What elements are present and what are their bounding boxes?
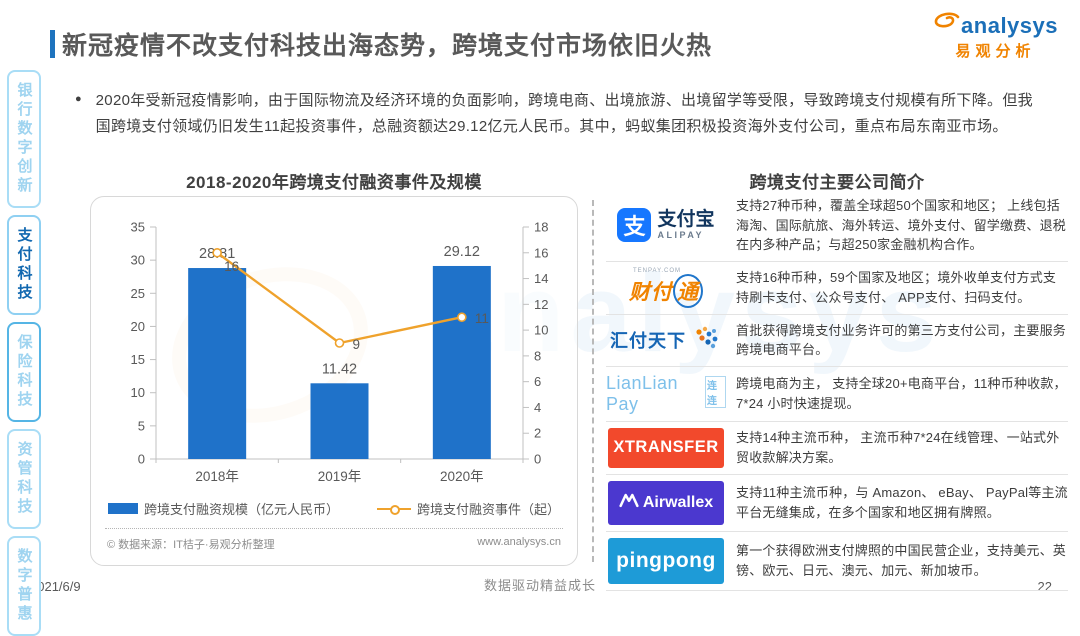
svg-text:11: 11 (474, 311, 488, 326)
alipay-logo: 支 支付宝 ALIPAY (606, 208, 726, 243)
lianlian-logo: LianLian Pay 连连 (606, 373, 726, 415)
chart-legend: 跨境支付融资规模（亿元人民币） 跨境支付融资事件（起） (91, 499, 577, 518)
column-divider (592, 200, 594, 562)
bar-swatch-icon (107, 503, 138, 514)
company-description: 第一个获得欧洲支付牌照的中国民营企业，支持美元、英镑、欧元、日元、澳元、加元、新… (736, 543, 1067, 578)
legend-item-bar: 跨境支付融资规模（亿元人民币） (107, 499, 339, 518)
sidebar-item-insurance[interactable]: 保险科技 (7, 322, 41, 422)
svg-text:2019年: 2019年 (317, 469, 361, 484)
svg-text:35: 35 (130, 220, 144, 235)
huifu-cn-text: 汇付天下 (610, 331, 686, 351)
funding-chart: 051015202530350246810121416182018年28.812… (130, 220, 548, 485)
huifu-pinwheel-icon (692, 324, 722, 357)
list-item: TENPAY.COM 财付通 支持16种币种，59个国家及地区；境外收单支付方式… (606, 262, 1068, 315)
list-item: Airwallex 支持11种主流币种，与 Amazon、 eBay、 PayP… (606, 475, 1068, 532)
svg-text:14: 14 (534, 271, 548, 286)
tenpay-cn-text: 财付 (629, 280, 673, 304)
svg-text:18: 18 (534, 220, 548, 235)
bullet-icon: ● (75, 93, 82, 105)
logo-brand-cn: 易观分析 (955, 43, 1036, 60)
sidebar: 银行数字创新 支付科技 保险科技 资管科技 数字普惠 (7, 70, 41, 636)
tenpay-logo: TENPAY.COM 财付通 (606, 268, 726, 308)
svg-text:2018年: 2018年 (195, 469, 239, 484)
line-swatch-icon (377, 504, 411, 515)
list-item: pingpong 第一个获得欧洲支付牌照的中国民营企业，支持美元、英镑、欧元、日… (606, 532, 1068, 591)
logo-brand-text: analysys (961, 12, 1058, 38)
svg-text:16: 16 (534, 245, 548, 260)
airwallex-logo: Airwallex (606, 480, 726, 525)
company-description: 支持27种币种，覆盖全球超50个国家和地区； 上线包括海淘、国际航旅、海外转运、… (736, 198, 1067, 252)
analysys-logo: analysys 易观分析 (933, 12, 1058, 61)
svg-text:0: 0 (534, 452, 541, 467)
lianlian-en-text: LianLian Pay (606, 372, 679, 414)
tenpay-ring-text: 通 (673, 273, 703, 308)
svg-text:8: 8 (534, 348, 541, 363)
list-item: LianLian Pay 连连 跨境电商为主， 支持全球20+电商平台，11种币… (606, 367, 1068, 422)
chart-panel: 051015202530350246810121416182018年28.812… (90, 196, 578, 566)
alipay-en-text: ALIPAY (657, 230, 704, 241)
svg-text:29.12: 29.12 (443, 244, 479, 260)
legend-item-line: 跨境支付融资事件（起） (377, 499, 560, 518)
svg-text:25: 25 (130, 286, 144, 301)
svg-text:11.42: 11.42 (321, 361, 356, 377)
svg-text:5: 5 (137, 418, 144, 433)
company-description: 跨境电商为主， 支持全球20+电商平台，11种币种收款，7*24 小时快速提现。 (736, 376, 1067, 411)
svg-text:2: 2 (534, 426, 541, 441)
sidebar-item-payment[interactable]: 支付科技 (7, 215, 41, 315)
chart-source: © 数据来源：IT桔子·易观分析整理 (107, 539, 275, 551)
svg-text:10: 10 (130, 385, 144, 400)
alipay-icon: 支 (617, 208, 652, 243)
page-title: 新冠疫情不改支付科技出海态势，跨境支付市场依旧火热 (62, 32, 713, 60)
sidebar-item-inclusive[interactable]: 数字普惠 (7, 536, 41, 636)
list-item: 支 支付宝 ALIPAY 支持27种币种，覆盖全球超50个国家和地区； 上线包括… (606, 190, 1068, 262)
company-description: 支持16种币种，59个国家及地区；境外收单支付方式支持刷卡支付、公众号支付、 A… (736, 270, 1057, 305)
list-item: 汇付天下 首批获得跨境支付业务许可的第三方支付公司，主要服务跨境电商平台。 (606, 315, 1068, 367)
xtransfer-logo: XTRANSFER (606, 427, 726, 468)
company-description: 支持14种主流币种， 主流币种7*24在线管理、一站式外贸收款解决方案。 (736, 430, 1060, 465)
pingpong-logo: pingpong (606, 537, 726, 584)
svg-text:10: 10 (534, 323, 548, 338)
sidebar-item-asset[interactable]: 资管科技 (7, 429, 41, 529)
legend-bar-label: 跨境支付融资规模（亿元人民币） (143, 502, 339, 517)
svg-text:2020年: 2020年 (440, 469, 484, 484)
lianlian-cn-text: 连连 (704, 375, 726, 408)
footer-slogan: 数据驱动精益成长 (483, 578, 596, 593)
legend-line-label: 跨境支付融资事件（起） (417, 502, 561, 517)
company-description: 支持11种主流币种，与 Amazon、 eBay、 PayPal等主流平台无缝集… (736, 485, 1068, 520)
intro-paragraph: ● 2020年受新冠疫情影响，由于国际物流及经济环境的负面影响，跨境电商、出境旅… (75, 88, 1037, 141)
airwallex-text: Airwallex (642, 493, 714, 511)
companies-title: 跨境支付主要公司简介 (749, 173, 925, 192)
svg-text:15: 15 (130, 352, 144, 367)
intro-text: 2020年受新冠疫情影响，由于国际物流及经济环境的负面影响，跨境电商、出境旅游、… (95, 92, 1033, 136)
footer-date: 2021/6/9 (30, 579, 81, 594)
svg-text:20: 20 (130, 319, 144, 334)
chart-title: 2018-2020年跨境支付融资事件及规模 (186, 173, 482, 192)
alipay-cn-text: 支付宝 (657, 209, 715, 231)
list-item: XTRANSFER 支持14种主流币种， 主流币种7*24在线管理、一站式外贸收… (606, 422, 1068, 475)
svg-text:16: 16 (224, 259, 239, 274)
svg-text:12: 12 (534, 297, 548, 312)
chart-site-link[interactable]: www.analysys.cn (477, 536, 561, 548)
chart-divider (105, 528, 563, 529)
title-accent-bar (50, 30, 55, 58)
svg-text:6: 6 (534, 374, 541, 389)
pingpong-text: pingpong (608, 537, 724, 584)
xtransfer-text: XTRANSFER (608, 427, 724, 468)
svg-text:0: 0 (137, 452, 144, 467)
company-description: 首批获得跨境支付业务许可的第三方支付公司，主要服务跨境电商平台。 (736, 322, 1067, 358)
huifu-logo: 汇付天下 (606, 324, 726, 357)
logo-swoosh-icon (933, 12, 961, 39)
svg-text:30: 30 (130, 253, 144, 268)
sidebar-item-banking[interactable]: 银行数字创新 (7, 70, 41, 208)
airwallex-icon (619, 492, 639, 513)
tenpay-site-text: TENPAY.COM (633, 267, 682, 274)
svg-text:9: 9 (352, 337, 360, 352)
companies-list: 支 支付宝 ALIPAY 支持27种币种，覆盖全球超50个国家和地区； 上线包括… (606, 190, 1068, 591)
svg-text:4: 4 (534, 400, 541, 415)
